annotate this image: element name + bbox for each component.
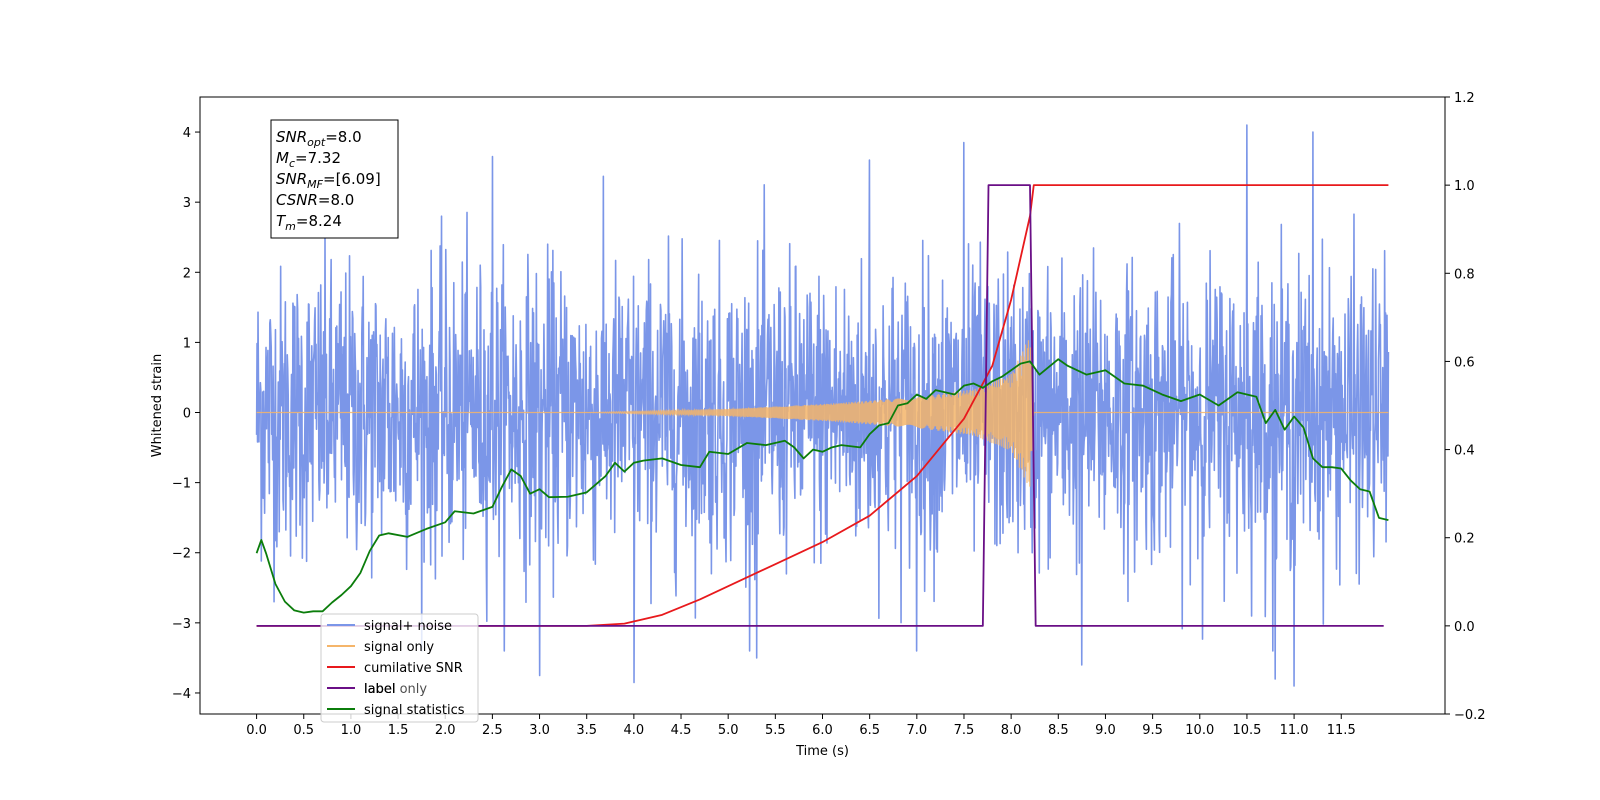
y-tick-label: −4 [172, 687, 191, 702]
series-cumilative-snr-line [256, 184, 1389, 627]
info-line: Mc=7.32 [276, 149, 341, 170]
x-tick-label: 4.5 [671, 723, 692, 738]
y-tick-label: 4 [183, 126, 191, 141]
x-tick-label: 10.0 [1185, 723, 1214, 738]
info-line: SNRopt=8.0 [276, 128, 362, 149]
x-tick-label: 7.5 [954, 723, 975, 738]
y-tick-label: −3 [172, 617, 191, 632]
y-tick-label: −2 [172, 547, 191, 562]
axes: 0.0 0.5 1.0 1.5 2.0 2.5 3.0 3.5 4.0 4.5 5.0 5.5 6.0 6… [150, 91, 1486, 759]
y2-tick-label: −0.2 [1454, 708, 1486, 723]
series-signal-noise-line [255, 124, 1390, 687]
info-line-symbol: SNR [276, 128, 307, 146]
x-axis-label: Time (s) [795, 744, 849, 759]
x-tick-label: 10.5 [1232, 723, 1261, 738]
legend-frame [320, 613, 479, 723]
x-tick-label: 1.5 [388, 723, 409, 738]
info-line-subscript: c [289, 157, 295, 170]
x-tick-label: 8.5 [1048, 723, 1069, 738]
info-line-symbol: SNR [276, 170, 307, 188]
legend-label-overlay: label [364, 682, 395, 697]
info-line: SNRMF=[6.09] [276, 170, 381, 191]
y2-tick-label: 1.2 [1454, 91, 1475, 106]
legend-label: label [364, 682, 395, 697]
x-tick-label: 3.5 [576, 723, 597, 738]
x-tick-label: 5.5 [765, 723, 786, 738]
series-signal-statistics [255, 358, 1389, 614]
y-tick-label: 1 [183, 336, 191, 351]
x-tick-label: 9.0 [1095, 723, 1116, 738]
y2-tick-label: 0.8 [1454, 267, 1475, 282]
legend-label: label only [364, 682, 427, 697]
series-label-line [256, 184, 1384, 627]
x-tick-label: 3.0 [529, 723, 550, 738]
info-line-symbol: T [276, 212, 287, 230]
info-line-subscript: m [285, 220, 296, 233]
y-tick-label: −1 [172, 477, 191, 492]
y-tick-label: 2 [183, 266, 191, 281]
x-tick-label: 4.0 [624, 723, 645, 738]
x-tick-label: 0.0 [246, 723, 267, 738]
x-tick-label: 2.5 [482, 723, 503, 738]
info-line-value: =8.0 [318, 191, 354, 209]
legend: signal+ noise signal only cumilative SNR la… [320, 613, 479, 723]
series-signal-only [256, 340, 1389, 487]
info-box: SNRopt=8.0Mc=7.32SNRMF=[6.09]CSNR=8.0Tm=… [270, 119, 399, 239]
y2-tick-label: 0.6 [1454, 355, 1475, 370]
x-tick-label: 1.0 [341, 723, 362, 738]
info-line: CSNR=8.0 [276, 191, 354, 209]
x-tick-label: 8.0 [1001, 723, 1022, 738]
series-cumilative-snr [256, 184, 1389, 627]
series-label [256, 184, 1384, 627]
y-tick-label: 3 [183, 196, 191, 211]
info-line-value: =8.0 [325, 128, 361, 146]
series-signal-only-line [256, 340, 1389, 487]
legend-label: signal only [364, 640, 434, 655]
info-line: Tm=8.24 [276, 212, 342, 233]
info-line-symbol: M [276, 149, 289, 167]
legend-label: signal statistics [364, 703, 465, 718]
y2-tick-label: 0.4 [1454, 444, 1475, 459]
y-axis-label: Whitened strain [150, 354, 165, 457]
x-tick-label: 9.5 [1142, 723, 1163, 738]
y2-tick-label: 1.0 [1454, 179, 1475, 194]
x-tick-label: 2.0 [435, 723, 456, 738]
x-tick-label: 6.5 [859, 723, 880, 738]
legend-label: cumilative SNR [364, 661, 463, 676]
x-tick-label: 0.5 [293, 723, 314, 738]
info-line-subscript: opt [307, 136, 326, 149]
info-box-frame [270, 119, 399, 239]
plot-clipped-group [255, 124, 1390, 687]
info-line-subscript: MF [307, 178, 323, 191]
y2-tick-label: 0.2 [1454, 532, 1475, 547]
series-signal-noise [255, 124, 1390, 687]
y-tick-label: 0 [183, 407, 191, 422]
x-tick-label: 11.5 [1327, 723, 1356, 738]
legend-label: signal+ noise [364, 619, 452, 634]
x-tick-label: 6.0 [812, 723, 833, 738]
info-line-value: =7.32 [295, 149, 341, 167]
series-signal-statistics-line [255, 358, 1389, 614]
plot-area [255, 124, 1390, 687]
info-line-value: =8.24 [296, 212, 342, 230]
info-line-value: =[6.09] [323, 170, 381, 188]
x-tick-label: 11.0 [1280, 723, 1309, 738]
y2-tick-label: 0.0 [1454, 620, 1475, 635]
x-tick-label: 7.0 [906, 723, 927, 738]
info-line-symbol: CSNR [276, 191, 318, 209]
x-tick-label: 5.0 [718, 723, 739, 738]
